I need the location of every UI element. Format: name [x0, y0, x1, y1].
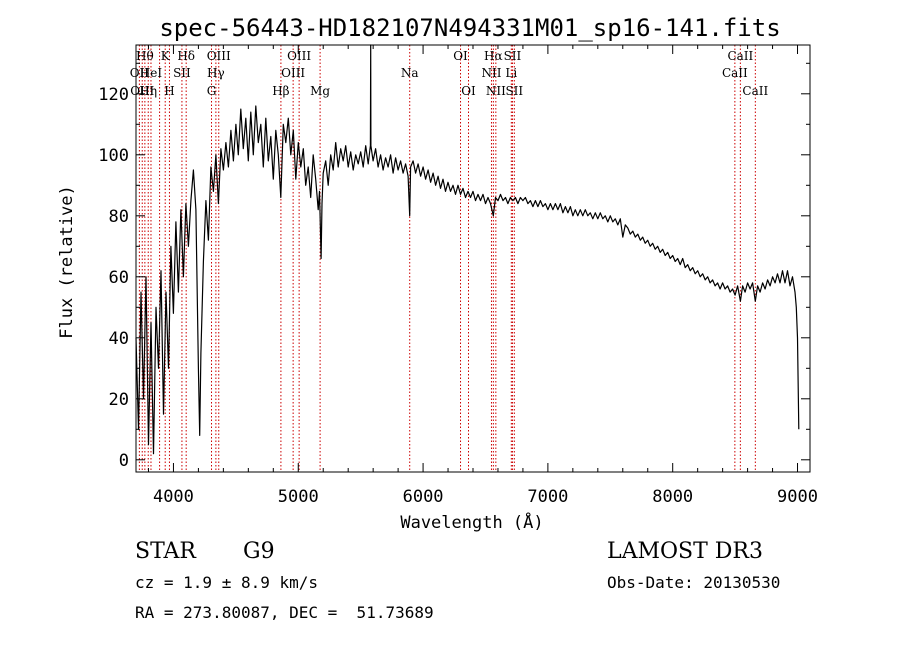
line-marker-label: SII	[505, 84, 523, 98]
line-marker-label: OIII	[287, 49, 311, 63]
line-marker-label: CaII	[722, 66, 748, 80]
line-marker-label: OIII	[207, 49, 231, 63]
line-marker-label: OIII	[281, 66, 305, 80]
line-marker-label: CaII	[742, 84, 768, 98]
line-marker-label: G	[207, 84, 217, 98]
line-marker-label: OI	[461, 84, 476, 98]
line-marker-label: Hβ	[272, 84, 289, 98]
object-class: STAR	[135, 539, 196, 564]
chart-title: spec-56443-HD182107N494331M01_sp16-141.f…	[159, 14, 780, 42]
x-tick-label: 6000	[403, 487, 444, 507]
line-marker-label: SII	[173, 66, 191, 80]
survey-name: LAMOST DR3	[607, 539, 763, 564]
object-subclass: G9	[243, 539, 275, 564]
line-marker-label: CaII	[727, 49, 753, 63]
y-axis-label: Flux (relative)	[57, 185, 77, 339]
line-marker-label: SII	[504, 49, 522, 63]
line-marker-label: Hθ	[136, 49, 154, 63]
line-marker-label: Li	[505, 66, 517, 80]
x-tick-label: 9000	[777, 487, 818, 507]
line-marker-label: K	[161, 49, 171, 63]
line-marker-label: Hγ	[207, 66, 225, 80]
x-axis-ticks: 4000 5000 6000 7000 8000 9000	[147, 45, 818, 507]
line-marker-label: Mg	[310, 84, 330, 98]
ra-dec-coordinates: RA = 273.80087, DEC = 51.73689	[135, 603, 434, 622]
line-marker-label: HeI	[140, 66, 163, 80]
y-tick-label: 0	[119, 451, 129, 471]
y-tick-label: 60	[109, 268, 129, 288]
x-axis-label: Wavelength (Å)	[400, 511, 543, 533]
x-tick-label: 5000	[278, 487, 319, 507]
line-markers	[138, 45, 756, 472]
line-marker-label: Hα	[484, 49, 503, 63]
y-tick-label: 100	[98, 146, 129, 166]
spectrum-series-line	[135, 44, 800, 455]
line-marker-label: Hη	[139, 84, 157, 98]
x-tick-label: 7000	[527, 487, 568, 507]
plot-frame	[135, 44, 811, 473]
y-tick-label: 40	[109, 329, 129, 349]
line-marker-label: Hδ	[177, 49, 195, 63]
observation-date: Obs-Date: 20130530	[607, 573, 781, 592]
line-marker-label: NII	[486, 84, 506, 98]
line-marker-label: OII	[130, 66, 150, 80]
line-marker-labels: OIIOIIIHθHηHeIKHSIIHδGHγOIIIHβOIIIOIIIMg…	[130, 49, 769, 98]
redshift-cz: cz = 1.9 ± 8.9 km/s	[135, 573, 319, 592]
line-marker-label: NII	[481, 66, 501, 80]
line-marker-label: Na	[401, 66, 419, 80]
x-tick-label: 4000	[153, 487, 194, 507]
y-tick-label: 120	[98, 85, 129, 105]
line-marker-label: OI	[453, 49, 468, 63]
x-tick-label: 8000	[652, 487, 693, 507]
y-axis-ticks: 0 20 40 60 80 100 120	[98, 62, 810, 471]
y-tick-label: 80	[109, 207, 129, 227]
line-marker-label: H	[164, 84, 174, 98]
y-tick-label: 20	[109, 390, 129, 410]
